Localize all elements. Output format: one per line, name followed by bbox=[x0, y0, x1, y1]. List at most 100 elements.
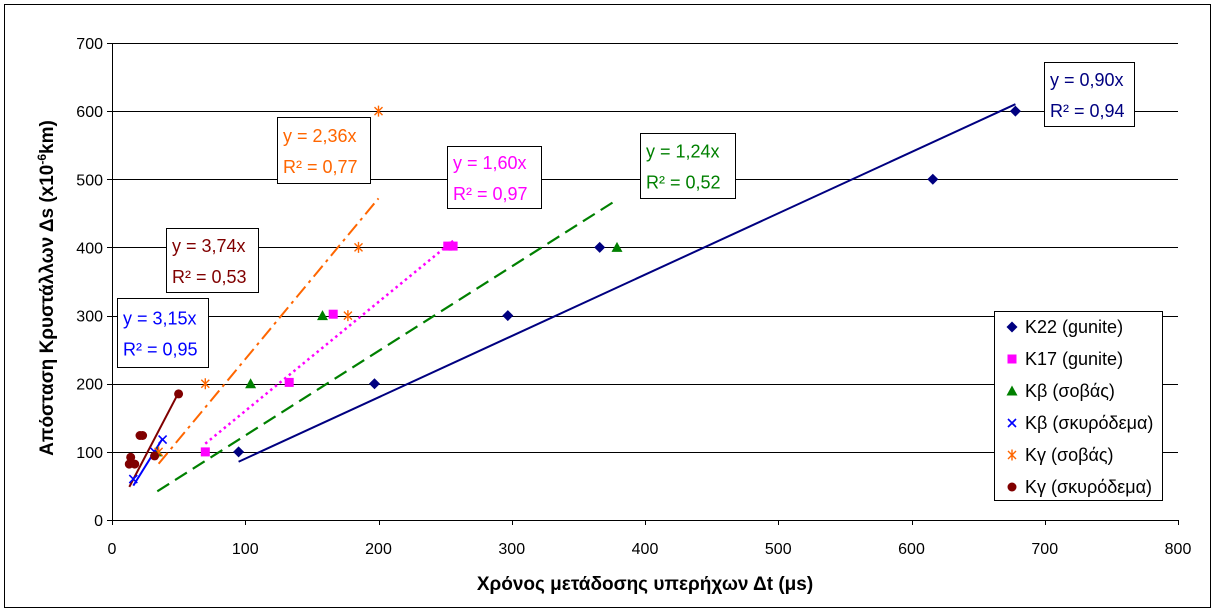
kb-skyrodema-label-box bbox=[117, 298, 209, 368]
y-tick-label: 400 bbox=[76, 240, 103, 257]
kg-skyrodema-point-shape bbox=[126, 452, 136, 462]
legend-label-kb-sovas: Kβ (σοβάς) bbox=[1025, 381, 1115, 401]
kg-skyrodema-trendline-label: y = 3,74x R² = 0,53 bbox=[166, 228, 259, 293]
k22-gunite-trendline-label: y = 0,90x R² = 0,94 bbox=[1044, 62, 1135, 127]
k22-gunite-point bbox=[369, 378, 380, 390]
data-points bbox=[124, 105, 1021, 484]
legend-marker-kg-sovas-shape bbox=[1007, 449, 1017, 461]
x-tick-label: 500 bbox=[765, 541, 792, 558]
legend-marker-k17-gunite bbox=[1007, 354, 1017, 364]
k17-gunite-label-box bbox=[447, 146, 542, 209]
kb-sovas-point bbox=[611, 241, 623, 252]
kg-sovas-series bbox=[154, 105, 383, 458]
x-tick-label: 600 bbox=[898, 541, 925, 558]
legend: K22 (gunite) K17 (gunite) Kβ (σοβάς) Kβ (σκ… bbox=[994, 311, 1163, 501]
legend-marker-kg-sovas bbox=[1007, 449, 1017, 461]
legend-box bbox=[994, 311, 1163, 501]
kb-skyrodema-point-shape bbox=[128, 474, 138, 484]
x-axis-ticks: 0 100 200 300 400 500 600 700 800 bbox=[108, 520, 1192, 558]
y-axis-title-exponent: -6 bbox=[35, 154, 49, 165]
kg-skyrodema-point bbox=[150, 451, 160, 461]
y-tick-label: 600 bbox=[76, 104, 103, 121]
k22-gunite-point bbox=[594, 241, 606, 253]
kg-skyrodema-point-shape bbox=[150, 451, 160, 461]
y-tick-label: 300 bbox=[76, 309, 103, 326]
k17-gunite-point bbox=[448, 241, 458, 251]
kg-skyrodema-point-shape bbox=[174, 389, 184, 399]
legend-item-kg-sovas: Kγ (σοβάς) bbox=[1007, 445, 1114, 465]
k22-gunite-point-shape bbox=[369, 378, 380, 390]
legend-marker-k17-gunite-shape bbox=[1007, 354, 1017, 364]
k22-gunite-point bbox=[1009, 105, 1021, 117]
k17-gunite-point-shape bbox=[448, 241, 458, 251]
kg-sovas-point bbox=[354, 241, 363, 253]
legend-marker-k22-gunite-shape bbox=[1006, 321, 1018, 333]
k17-gunite-point-shape bbox=[284, 377, 294, 387]
k22-gunite-r-squared: R² = 0,94 bbox=[1050, 101, 1125, 121]
legend-marker-kb-sovas-shape bbox=[1006, 385, 1018, 396]
kg-skyrodema-series bbox=[124, 389, 184, 469]
kg-sovas-point-shape bbox=[374, 105, 383, 117]
x-axis-title: Χρόνος μετάδοσης υπερήχων Δt (μs) bbox=[477, 574, 813, 595]
x-tick-label: 200 bbox=[365, 541, 392, 558]
kb-skyrodema-trendline-label: y = 3,15x R² = 0,95 bbox=[117, 298, 209, 368]
x-tick-label: 300 bbox=[498, 541, 525, 558]
k17-gunite-point bbox=[284, 377, 294, 387]
legend-label-k22-gunite: K22 (gunite) bbox=[1025, 317, 1123, 337]
legend-label-k17-gunite: K17 (gunite) bbox=[1025, 349, 1123, 369]
kb-sovas-point-shape bbox=[245, 378, 257, 389]
kg-sovas-point bbox=[343, 310, 353, 322]
kb-skyrodema-point bbox=[158, 435, 168, 445]
k22-gunite-point bbox=[927, 173, 939, 185]
legend-marker-kb-skyrodema bbox=[1007, 418, 1017, 428]
kb-sovas-label-box bbox=[640, 133, 736, 199]
trendlines bbox=[128, 103, 1016, 493]
y-tick-label: 100 bbox=[76, 445, 103, 462]
x-tick-label: 800 bbox=[1165, 541, 1192, 558]
kg-skyrodema-trendline bbox=[128, 392, 180, 488]
legend-item-kb-skyrodema: Kβ (σκυρόδεμα) bbox=[1007, 413, 1153, 433]
k17-gunite-point bbox=[443, 241, 453, 251]
legend-marker-k22-gunite bbox=[1006, 321, 1018, 333]
kg-sovas-point bbox=[374, 105, 383, 117]
x-tick-label: 0 bbox=[108, 541, 117, 558]
y-tick-label: 500 bbox=[76, 172, 103, 189]
kb-skyrodema-point bbox=[128, 474, 138, 484]
legend-item-kb-sovas: Kβ (σοβάς) bbox=[1006, 381, 1115, 401]
k22-gunite-point bbox=[233, 446, 245, 458]
y-tick-label: 200 bbox=[76, 377, 103, 394]
k17-gunite-point bbox=[328, 309, 338, 319]
kb-sovas-point-shape bbox=[317, 310, 328, 321]
legend-marker-kb-skyrodema-shape bbox=[1007, 418, 1017, 428]
kg-skyrodema-point bbox=[138, 431, 148, 440]
k22-gunite-point-shape bbox=[594, 241, 606, 253]
kg-skyrodema-point bbox=[130, 459, 140, 469]
legend-label-kg-sovas: Kγ (σοβάς) bbox=[1025, 445, 1114, 465]
k17-gunite-trendline-label: y = 1,60x R² = 0,97 bbox=[447, 146, 542, 209]
k17-gunite-equation: y = 1,60x bbox=[453, 153, 527, 173]
k17-gunite-r-squared: R² = 0,97 bbox=[453, 184, 528, 204]
y-tick-label: 700 bbox=[76, 36, 103, 53]
kb-skyrodema-equation: y = 3,15x bbox=[123, 309, 197, 329]
kb-sovas-point bbox=[317, 310, 328, 321]
kb-sovas-point bbox=[245, 378, 257, 389]
k22-gunite-equation: y = 0,90x bbox=[1050, 70, 1124, 90]
k22-gunite-series bbox=[233, 105, 1021, 458]
kg-sovas-trendline bbox=[157, 197, 380, 465]
kg-sovas-trendline-label: y = 2,36x R² = 0,77 bbox=[277, 117, 371, 184]
k22-gunite-point-shape bbox=[502, 310, 514, 322]
kb-sovas-point-shape bbox=[611, 241, 623, 252]
kg-skyrodema-point bbox=[126, 452, 136, 462]
k22-gunite-point-shape bbox=[1009, 105, 1021, 117]
y-axis-ticks: 0 100 200 300 400 500 600 700 bbox=[76, 36, 112, 530]
kg-sovas-r-squared: R² = 0,77 bbox=[283, 157, 358, 177]
kg-sovas-equation: y = 2,36x bbox=[283, 126, 357, 146]
kg-skyrodema-point-shape bbox=[138, 431, 148, 440]
legend-item-k17-gunite: K17 (gunite) bbox=[1007, 349, 1123, 369]
kb-skyrodema-r-squared: R² = 0,95 bbox=[123, 340, 198, 360]
kg-sovas-point-shape bbox=[200, 378, 210, 390]
y-axis-title-unit: km) bbox=[37, 120, 58, 154]
x-tick-label: 100 bbox=[232, 541, 259, 558]
